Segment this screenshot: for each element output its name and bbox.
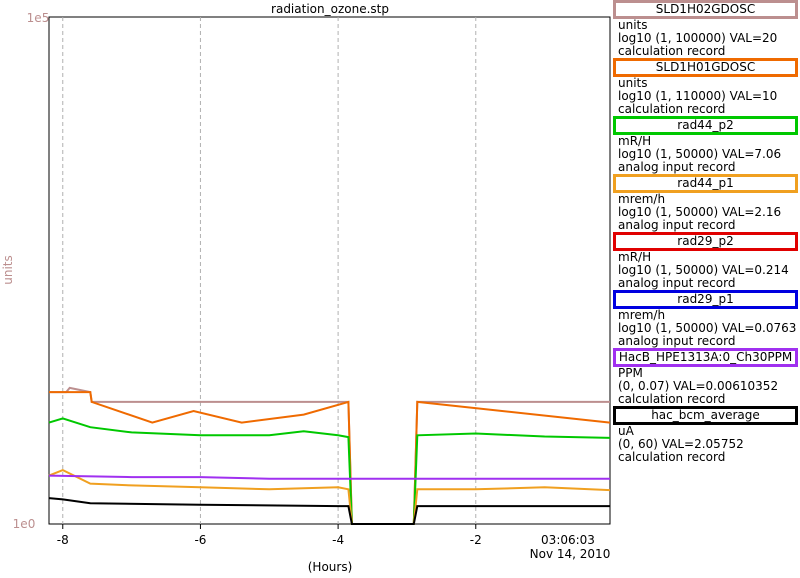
legend-range: log10 (1, 50000) VAL=7.06	[618, 147, 782, 161]
legend-range: log10 (1, 50000) VAL=2.16	[618, 205, 782, 219]
legend-unit: mR/H	[618, 134, 652, 148]
legend-unit: units	[618, 76, 648, 90]
axis-layer: -8 -6 -4 -2	[57, 524, 482, 547]
legend-unit: units	[618, 18, 648, 32]
x-tick-label: -4	[332, 533, 344, 547]
legend-unit: mrem/h	[618, 192, 666, 206]
timestamp-time: 03:06:03	[541, 533, 595, 547]
legend-entry: HacB_HPE1313A:0_Ch30PPM PPM (0, 0.07) VAL=…	[613, 348, 800, 406]
legend-series-name[interactable]: rad44_p1	[613, 174, 798, 193]
series-layer	[48, 386, 611, 525]
legend-record: calculation record	[618, 450, 726, 464]
legend-entry: SLD1H02GDOSC units log10 (1, 100000) VAL=2…	[613, 0, 800, 58]
legend-entry: rad29_p1 mrem/h log10 (1, 50000) VAL=0.076…	[613, 290, 800, 348]
legend-range: log10 (1, 50000) VAL=0.214	[618, 263, 789, 277]
legend-entry: hac_bcm_average uA (0, 60) VAL=2.05752 calc…	[613, 406, 800, 464]
legend-record: analog input record	[618, 160, 736, 174]
legend-range: log10 (1, 110000) VAL=10	[618, 89, 778, 103]
legend-series-name[interactable]: hac_bcm_average	[613, 406, 798, 425]
legend-record: analog input record	[618, 218, 736, 232]
grid-layer	[62, 17, 477, 524]
legend-series-name[interactable]: rad44_p2	[613, 116, 798, 135]
legend-series-name[interactable]: SLD1H02GDOSC	[613, 0, 798, 19]
series-line-2	[48, 417, 611, 525]
legend-series-name[interactable]: HacB_HPE1313A:0_Ch30PPM	[613, 348, 798, 367]
legend-record: calculation record	[618, 392, 726, 406]
series-line-7	[48, 497, 610, 525]
timestamp-date: Nov 14, 2010	[530, 547, 611, 561]
legend-range: (0, 60) VAL=2.05752	[618, 437, 744, 451]
x-tick-label: -2	[470, 533, 482, 547]
y-tick-label-bottom: 1e0	[13, 517, 36, 531]
x-tick-label: -6	[194, 533, 206, 547]
legend-entry: rad44_p2 mR/H log10 (1, 50000) VAL=7.06 ana…	[613, 116, 800, 174]
legend-entry: rad44_p1 mrem/h log10 (1, 50000) VAL=2.16 a…	[613, 174, 800, 232]
x-axis-label: (Hours)	[308, 560, 353, 574]
chart-title: radiation_ozone.stp	[271, 2, 389, 16]
y-axis-label: units	[1, 255, 15, 285]
legend-series-name[interactable]: rad29_p1	[613, 290, 798, 309]
legend-unit: uA	[618, 424, 634, 438]
legend-range: (0, 0.07) VAL=0.00610352	[618, 379, 779, 393]
series-line-6	[48, 474, 610, 480]
legend-range: log10 (1, 100000) VAL=20	[618, 31, 778, 45]
legend-record: calculation record	[618, 44, 726, 58]
legend-entry: rad29_p2 mR/H log10 (1, 50000) VAL=0.214 an…	[613, 232, 800, 290]
legend-record: calculation record	[618, 102, 726, 116]
legend-range: log10 (1, 50000) VAL=0.0763	[618, 321, 797, 335]
x-tick-label: -8	[57, 533, 69, 547]
legend-series-name[interactable]: SLD1H01GDOSC	[613, 58, 798, 77]
legend: SLD1H02GDOSC units log10 (1, 100000) VAL=2…	[613, 0, 800, 464]
legend-unit: mR/H	[618, 250, 652, 264]
y-tick-label-top: 1e5	[27, 11, 50, 25]
plot-area	[48, 16, 611, 525]
legend-unit: mrem/h	[618, 308, 666, 322]
legend-entry: SLD1H01GDOSC units log10 (1, 110000) VAL=1…	[613, 58, 800, 116]
legend-record: analog input record	[618, 276, 736, 290]
series-line-3	[48, 469, 611, 525]
legend-unit: PPM	[618, 366, 643, 380]
legend-series-name[interactable]: rad29_p2	[613, 232, 798, 251]
legend-record: analog input record	[618, 334, 736, 348]
